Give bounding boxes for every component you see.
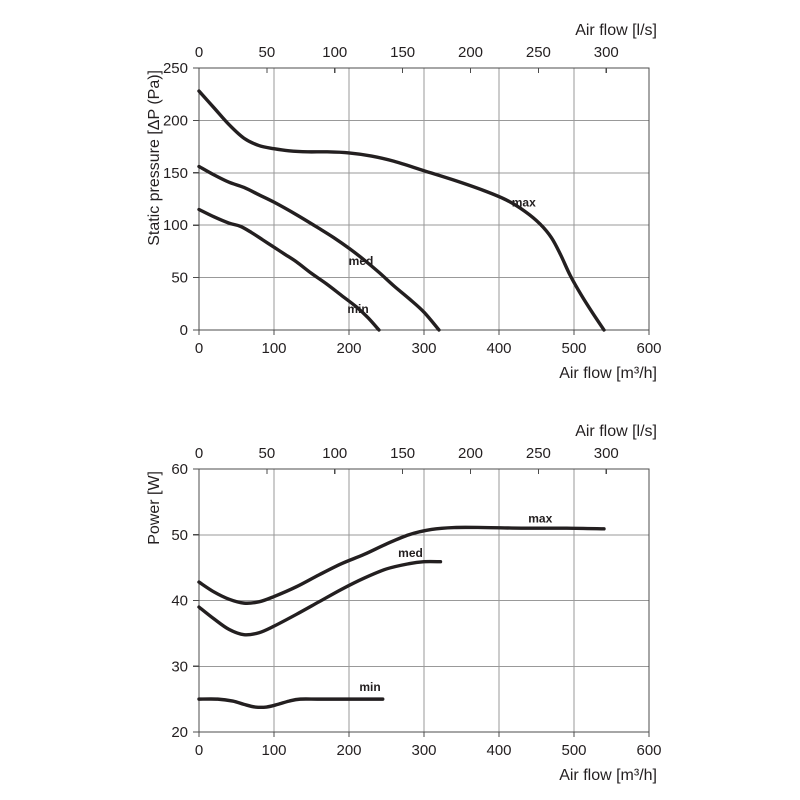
x-tick-label: 500 <box>561 742 586 759</box>
top-tick-label: 0 <box>195 445 203 462</box>
series-min-label: min <box>359 680 380 694</box>
top-axis-title: Air flow [l/s] <box>575 423 657 440</box>
top-tick-label: 100 <box>322 445 347 462</box>
x-tick-label: 100 <box>261 742 286 759</box>
series-max-curve <box>197 525 606 605</box>
x-tick-label: 200 <box>336 340 361 357</box>
top-tick-label: 150 <box>390 445 415 462</box>
top-tick-label: 0 <box>195 44 203 61</box>
y-tick-label: 0 <box>180 322 188 339</box>
y-tick-label: 200 <box>163 112 188 129</box>
series-min-curve <box>197 207 381 332</box>
y-axis-title: Power [W] <box>146 471 163 545</box>
x-tick-label: 500 <box>561 340 586 357</box>
y-tick-label: 40 <box>171 593 188 610</box>
series-med-curve <box>197 164 441 332</box>
series-min-label: min <box>347 302 368 316</box>
y-axis-title: Static pressure [ΔP (Pa)] <box>146 70 163 246</box>
y-tick-label: 50 <box>171 270 188 287</box>
top-axis-title: Air flow [l/s] <box>575 22 657 39</box>
y-tick-label: 100 <box>163 217 188 234</box>
y-tick-label: 30 <box>171 658 188 675</box>
y-tick-label: 150 <box>163 165 188 182</box>
top-tick-label: 250 <box>526 44 551 61</box>
top-tick-label: 50 <box>259 445 276 462</box>
y-tick-label: 250 <box>163 60 188 77</box>
series-max-label: max <box>528 511 552 525</box>
top-tick-label: 250 <box>526 445 551 462</box>
top-tick-label: 100 <box>322 44 347 61</box>
series-med-label: med <box>398 546 423 560</box>
static-pressure-chart: 0 50 100 150 200 250 0 100 200 300 400 500 600 0 50 100… <box>146 22 662 382</box>
x-axis-title: Air flow [m³/h] <box>559 767 657 784</box>
top-tick-label: 50 <box>259 44 276 61</box>
x-tick-label: 100 <box>261 340 286 357</box>
x-tick-label: 300 <box>411 340 436 357</box>
y-tick-label: 20 <box>171 724 188 741</box>
series-max-label: max <box>512 195 536 209</box>
series-max-curve <box>197 89 606 332</box>
x-tick-label: 200 <box>336 742 361 759</box>
x-tick-label: 600 <box>636 742 661 759</box>
x-tick-label: 400 <box>486 742 511 759</box>
x-tick-label: 600 <box>636 340 661 357</box>
top-tick-label: 150 <box>390 44 415 61</box>
series-med-label: med <box>349 254 374 268</box>
x-tick-label: 0 <box>195 340 203 357</box>
top-tick-label: 200 <box>458 44 483 61</box>
top-tick-label: 200 <box>458 445 483 462</box>
series-med-curve <box>197 559 443 637</box>
x-tick-label: 300 <box>411 742 436 759</box>
x-tick-label: 0 <box>195 742 203 759</box>
x-axis-title: Air flow [m³/h] <box>559 365 657 382</box>
y-tick-label: 50 <box>171 527 188 544</box>
series-min-curve <box>197 697 385 710</box>
x-tick-label: 400 <box>486 340 511 357</box>
y-tick-label: 60 <box>171 461 188 478</box>
top-tick-label: 300 <box>594 44 619 61</box>
top-tick-label: 300 <box>594 445 619 462</box>
